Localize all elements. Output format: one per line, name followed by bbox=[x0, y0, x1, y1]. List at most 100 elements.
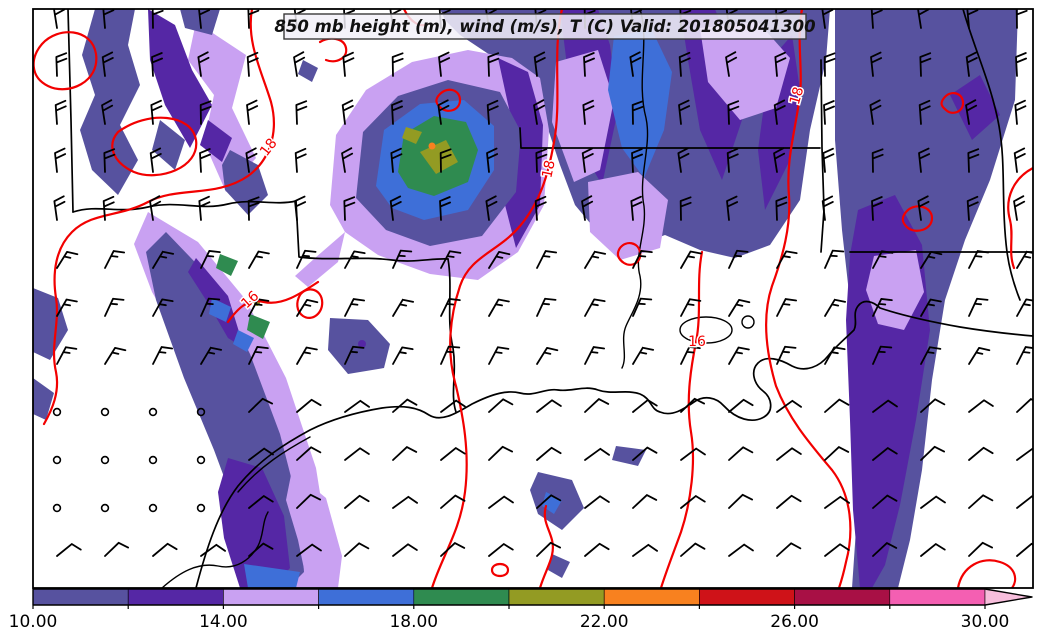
wind-barb bbox=[632, 250, 653, 269]
wind-barb bbox=[344, 399, 370, 413]
wind-barb bbox=[103, 148, 116, 173]
colorbar-tick-label: 18.00 bbox=[389, 612, 438, 632]
wind-barb bbox=[871, 196, 883, 221]
wind-barb bbox=[581, 195, 594, 221]
wind-barb bbox=[917, 9, 930, 29]
wind-barb bbox=[104, 541, 130, 557]
rio-grande bbox=[161, 511, 269, 588]
wind-barb bbox=[392, 495, 418, 509]
wind-barb bbox=[392, 446, 418, 461]
wind-barb bbox=[776, 250, 798, 269]
wind-barb bbox=[536, 250, 558, 269]
wind-barb bbox=[968, 399, 994, 413]
wind-barb bbox=[823, 100, 835, 125]
sabine-river-border bbox=[447, 258, 457, 413]
wind-barb bbox=[824, 398, 850, 413]
wind-barb bbox=[104, 297, 125, 317]
wind-barb bbox=[775, 196, 788, 221]
wind-barb bbox=[920, 346, 942, 365]
wind-barb bbox=[296, 493, 322, 509]
wind-barb bbox=[968, 494, 994, 509]
wind-barb bbox=[630, 195, 643, 221]
wind-barb bbox=[632, 543, 658, 557]
wind-barb bbox=[149, 195, 162, 221]
wind-barb bbox=[440, 494, 466, 509]
wind-barb bbox=[824, 298, 847, 317]
wind-barb bbox=[536, 541, 562, 557]
wind-barb bbox=[776, 494, 802, 509]
wind-barb bbox=[392, 543, 418, 557]
wind-barb bbox=[534, 195, 547, 221]
wind-barb bbox=[1016, 542, 1033, 557]
wind-barb bbox=[53, 195, 66, 221]
wind-barb bbox=[728, 398, 754, 413]
wind-barb bbox=[584, 542, 610, 557]
wind-barb bbox=[680, 250, 702, 269]
wind-barb bbox=[296, 298, 319, 317]
wind-barb bbox=[149, 147, 162, 173]
wind-barb bbox=[54, 147, 67, 173]
temperature-fill-regions bbox=[33, 9, 1018, 588]
wind-barb bbox=[584, 250, 607, 269]
colorbar-tick-label: 30.00 bbox=[961, 612, 1010, 632]
colorbar-tick-label: 10.00 bbox=[9, 612, 58, 632]
wind-barb bbox=[150, 99, 163, 125]
wind-barb bbox=[151, 9, 164, 29]
lake-maurepas bbox=[741, 315, 755, 329]
wind-barb bbox=[919, 52, 932, 77]
calm-wind-circle bbox=[52, 407, 62, 417]
wind-barb bbox=[296, 446, 322, 461]
wind-barb bbox=[102, 9, 115, 29]
wind-barb bbox=[823, 52, 836, 77]
wind-barb bbox=[536, 446, 562, 461]
wind-barb bbox=[344, 298, 366, 317]
wind-barb bbox=[486, 147, 499, 173]
wind-barb bbox=[632, 399, 658, 413]
wind-barb bbox=[486, 99, 499, 125]
wind-barb bbox=[1016, 346, 1033, 365]
colorbar-extend-arrow bbox=[984, 588, 1033, 606]
wind-barb bbox=[776, 345, 797, 365]
temperature-contours bbox=[33, 9, 1033, 588]
wind-barb bbox=[824, 346, 846, 365]
wind-barb bbox=[584, 495, 610, 509]
wind-barb bbox=[631, 148, 643, 173]
wind-barb bbox=[200, 297, 221, 317]
colorbar-segment bbox=[127, 588, 224, 606]
wind-barb bbox=[1016, 298, 1033, 317]
wind-barb bbox=[1014, 99, 1027, 125]
wind-barb bbox=[728, 446, 754, 461]
calm-wind-circle bbox=[100, 407, 110, 417]
wind-barb bbox=[965, 99, 978, 125]
wind-barb bbox=[776, 542, 802, 557]
wind-barb bbox=[344, 345, 365, 365]
wind-barb bbox=[54, 99, 67, 125]
colorbar-tick-label: 26.00 bbox=[770, 612, 819, 632]
wind-barb bbox=[389, 195, 402, 221]
wind-barb bbox=[200, 346, 223, 365]
wind-barb bbox=[344, 494, 370, 509]
wind-barb bbox=[679, 196, 692, 221]
wind-barb bbox=[296, 249, 317, 269]
colorbar-segment bbox=[699, 588, 795, 606]
contour-label: 18 bbox=[539, 159, 558, 180]
wind-barb bbox=[392, 298, 415, 317]
wind-barb bbox=[966, 9, 979, 29]
calm-wind-circle bbox=[148, 503, 158, 513]
wind-barb bbox=[967, 148, 980, 173]
wind-barb bbox=[583, 52, 595, 77]
wind-barb bbox=[872, 494, 898, 509]
wind-barb bbox=[870, 9, 883, 29]
red-river-border bbox=[72, 200, 297, 213]
wind-barb bbox=[56, 298, 78, 317]
wind-barb bbox=[296, 543, 322, 557]
al-ga-border bbox=[962, 9, 1021, 301]
wind-barb bbox=[1013, 147, 1026, 173]
colorbar: 10.00 14.00 18.00 22.00 26.00 30.00 bbox=[9, 588, 1033, 632]
wind-barb bbox=[488, 346, 510, 365]
wind-barb bbox=[965, 51, 978, 77]
colorbar-segment bbox=[32, 588, 129, 606]
wind-barb bbox=[680, 298, 702, 317]
wind-barb bbox=[872, 542, 898, 557]
